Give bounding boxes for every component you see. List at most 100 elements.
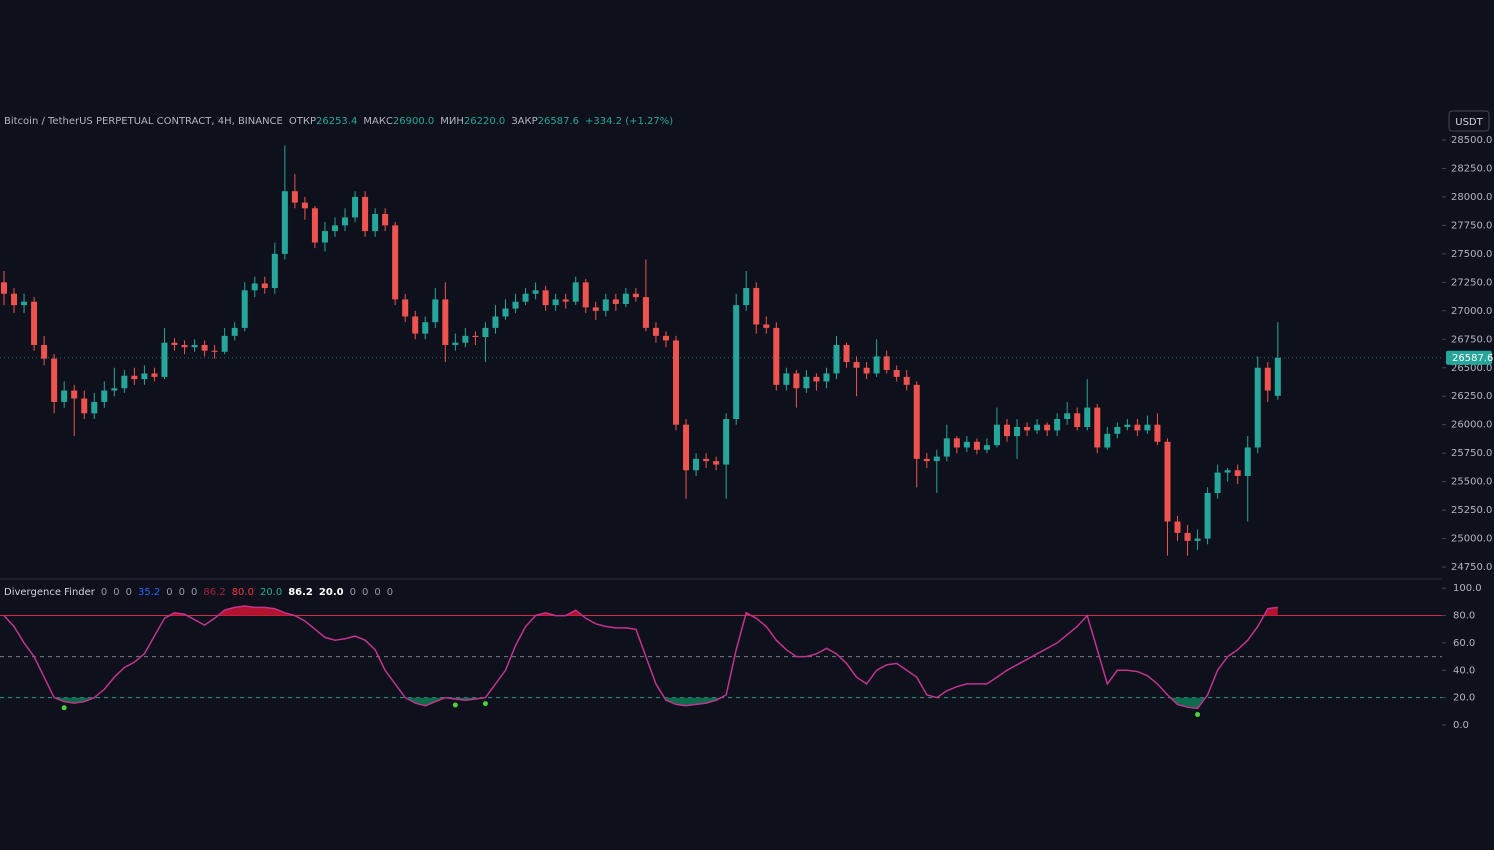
candle-body (221, 335, 228, 352)
candle-body (602, 299, 609, 311)
candle-body (532, 290, 539, 294)
field-label: ЗАКР (511, 116, 537, 127)
candle-body (783, 373, 790, 385)
y-tick-label: 28500.0 (1451, 135, 1492, 146)
candle-body (833, 344, 840, 374)
oscillator-line (3, 605, 1278, 710)
candle-body (652, 327, 659, 336)
candle-body (241, 290, 248, 328)
candle-body (111, 388, 118, 391)
candle-body (863, 367, 870, 374)
last-price-label: 26587.6 (1452, 353, 1493, 364)
candle-body (873, 356, 880, 374)
header: Bitcoin / TetherUS PERPETUAL CONTRACT, 4… (4, 116, 673, 127)
candle-body (1144, 424, 1151, 431)
candle-body (612, 299, 619, 304)
candle-body (923, 458, 930, 462)
currency-label[interactable]: USDT (1455, 117, 1483, 128)
candle-body (903, 376, 910, 385)
candle-body (181, 344, 188, 348)
candle-body (733, 305, 740, 420)
candle-body (472, 335, 479, 338)
candle-body (1184, 532, 1191, 541)
currency-button[interactable] (1448, 110, 1490, 132)
y-tick-label: 24750.0 (1451, 562, 1492, 573)
field-value: 26900.0 (393, 116, 434, 127)
candle-body (261, 283, 268, 289)
candle-body (51, 358, 58, 402)
candle-body (131, 375, 138, 380)
candle-body (803, 376, 810, 389)
candle-body (763, 324, 770, 328)
candle-body (492, 316, 499, 328)
candle-body (883, 356, 890, 371)
osc-y-tick-label: 40.0 (1453, 665, 1475, 676)
candle-body (1074, 413, 1081, 427)
candle-body (522, 293, 529, 302)
candle-body (442, 299, 449, 345)
candle-body (1094, 407, 1101, 448)
candle-body (462, 335, 469, 343)
candle-body (231, 327, 238, 336)
candle-body (1154, 424, 1161, 442)
y-tick-label: 25750.0 (1451, 448, 1492, 459)
y-tick-label: 26250.0 (1451, 391, 1492, 402)
candle-body (1134, 424, 1141, 431)
legend-value: 20.0 (260, 587, 282, 598)
candle-body (933, 456, 940, 462)
candle-body (1044, 424, 1051, 431)
candle-body (1204, 493, 1211, 539)
candle-body (342, 217, 349, 226)
candle-body (251, 283, 258, 291)
candle-body (11, 293, 18, 306)
y-tick-label: 26000.0 (1451, 420, 1492, 431)
field-label: ОТКР (289, 116, 316, 127)
candle-body (281, 191, 288, 254)
y-tick-label: 25000.0 (1451, 534, 1492, 545)
legend-value: 0 (179, 587, 185, 598)
candle-body (592, 307, 599, 311)
candle-body (1244, 447, 1251, 476)
candle-body (572, 282, 579, 302)
candle-body (482, 327, 489, 338)
candle-body (1064, 413, 1071, 420)
symbol: Bitcoin / TetherUS PERPETUAL CONTRACT, 4… (4, 116, 283, 127)
candle-body (773, 327, 780, 385)
field-label: МАКС (363, 116, 393, 127)
y-tick-label: 28000.0 (1451, 192, 1492, 203)
candle-body (973, 441, 980, 450)
legend-value: 80.0 (232, 587, 254, 598)
candle-body (1124, 424, 1131, 427)
y-tick-label: 27500.0 (1451, 249, 1492, 260)
oscillator-legend: Divergence Finder 0 0 0 35.2 0 0 0 86.2 80.0 20.0 8… (4, 587, 393, 598)
candle-body (291, 191, 298, 203)
candle-body (983, 445, 990, 450)
candle-body (31, 301, 38, 345)
bull-signal (61, 705, 67, 711)
candle-body (813, 376, 820, 382)
candle-body (1264, 367, 1271, 391)
y-tick-label: 27750.0 (1451, 220, 1492, 231)
candle-body (753, 288, 760, 325)
legend-value: 0 (362, 587, 368, 598)
candle-body (1194, 538, 1201, 541)
last-price-box (1446, 350, 1492, 365)
candle-body (683, 424, 690, 471)
candle-body (191, 344, 198, 348)
legend-value: 0 (191, 587, 197, 598)
candle-body (321, 231, 328, 243)
candle-body (301, 202, 308, 209)
legend-value: 0 (350, 587, 356, 598)
y-tick-label: 25250.0 (1451, 505, 1492, 516)
candle-body (582, 282, 589, 308)
legend-value: 0 (126, 587, 132, 598)
candle-body (662, 335, 669, 341)
candle-body (432, 299, 439, 323)
field-value: 26253.4 (316, 116, 357, 127)
bull-signal (1195, 712, 1201, 718)
candle-body (673, 340, 680, 425)
candle-body (953, 438, 960, 448)
candle-body (161, 342, 168, 377)
legend-value: 20.0 (319, 587, 344, 598)
